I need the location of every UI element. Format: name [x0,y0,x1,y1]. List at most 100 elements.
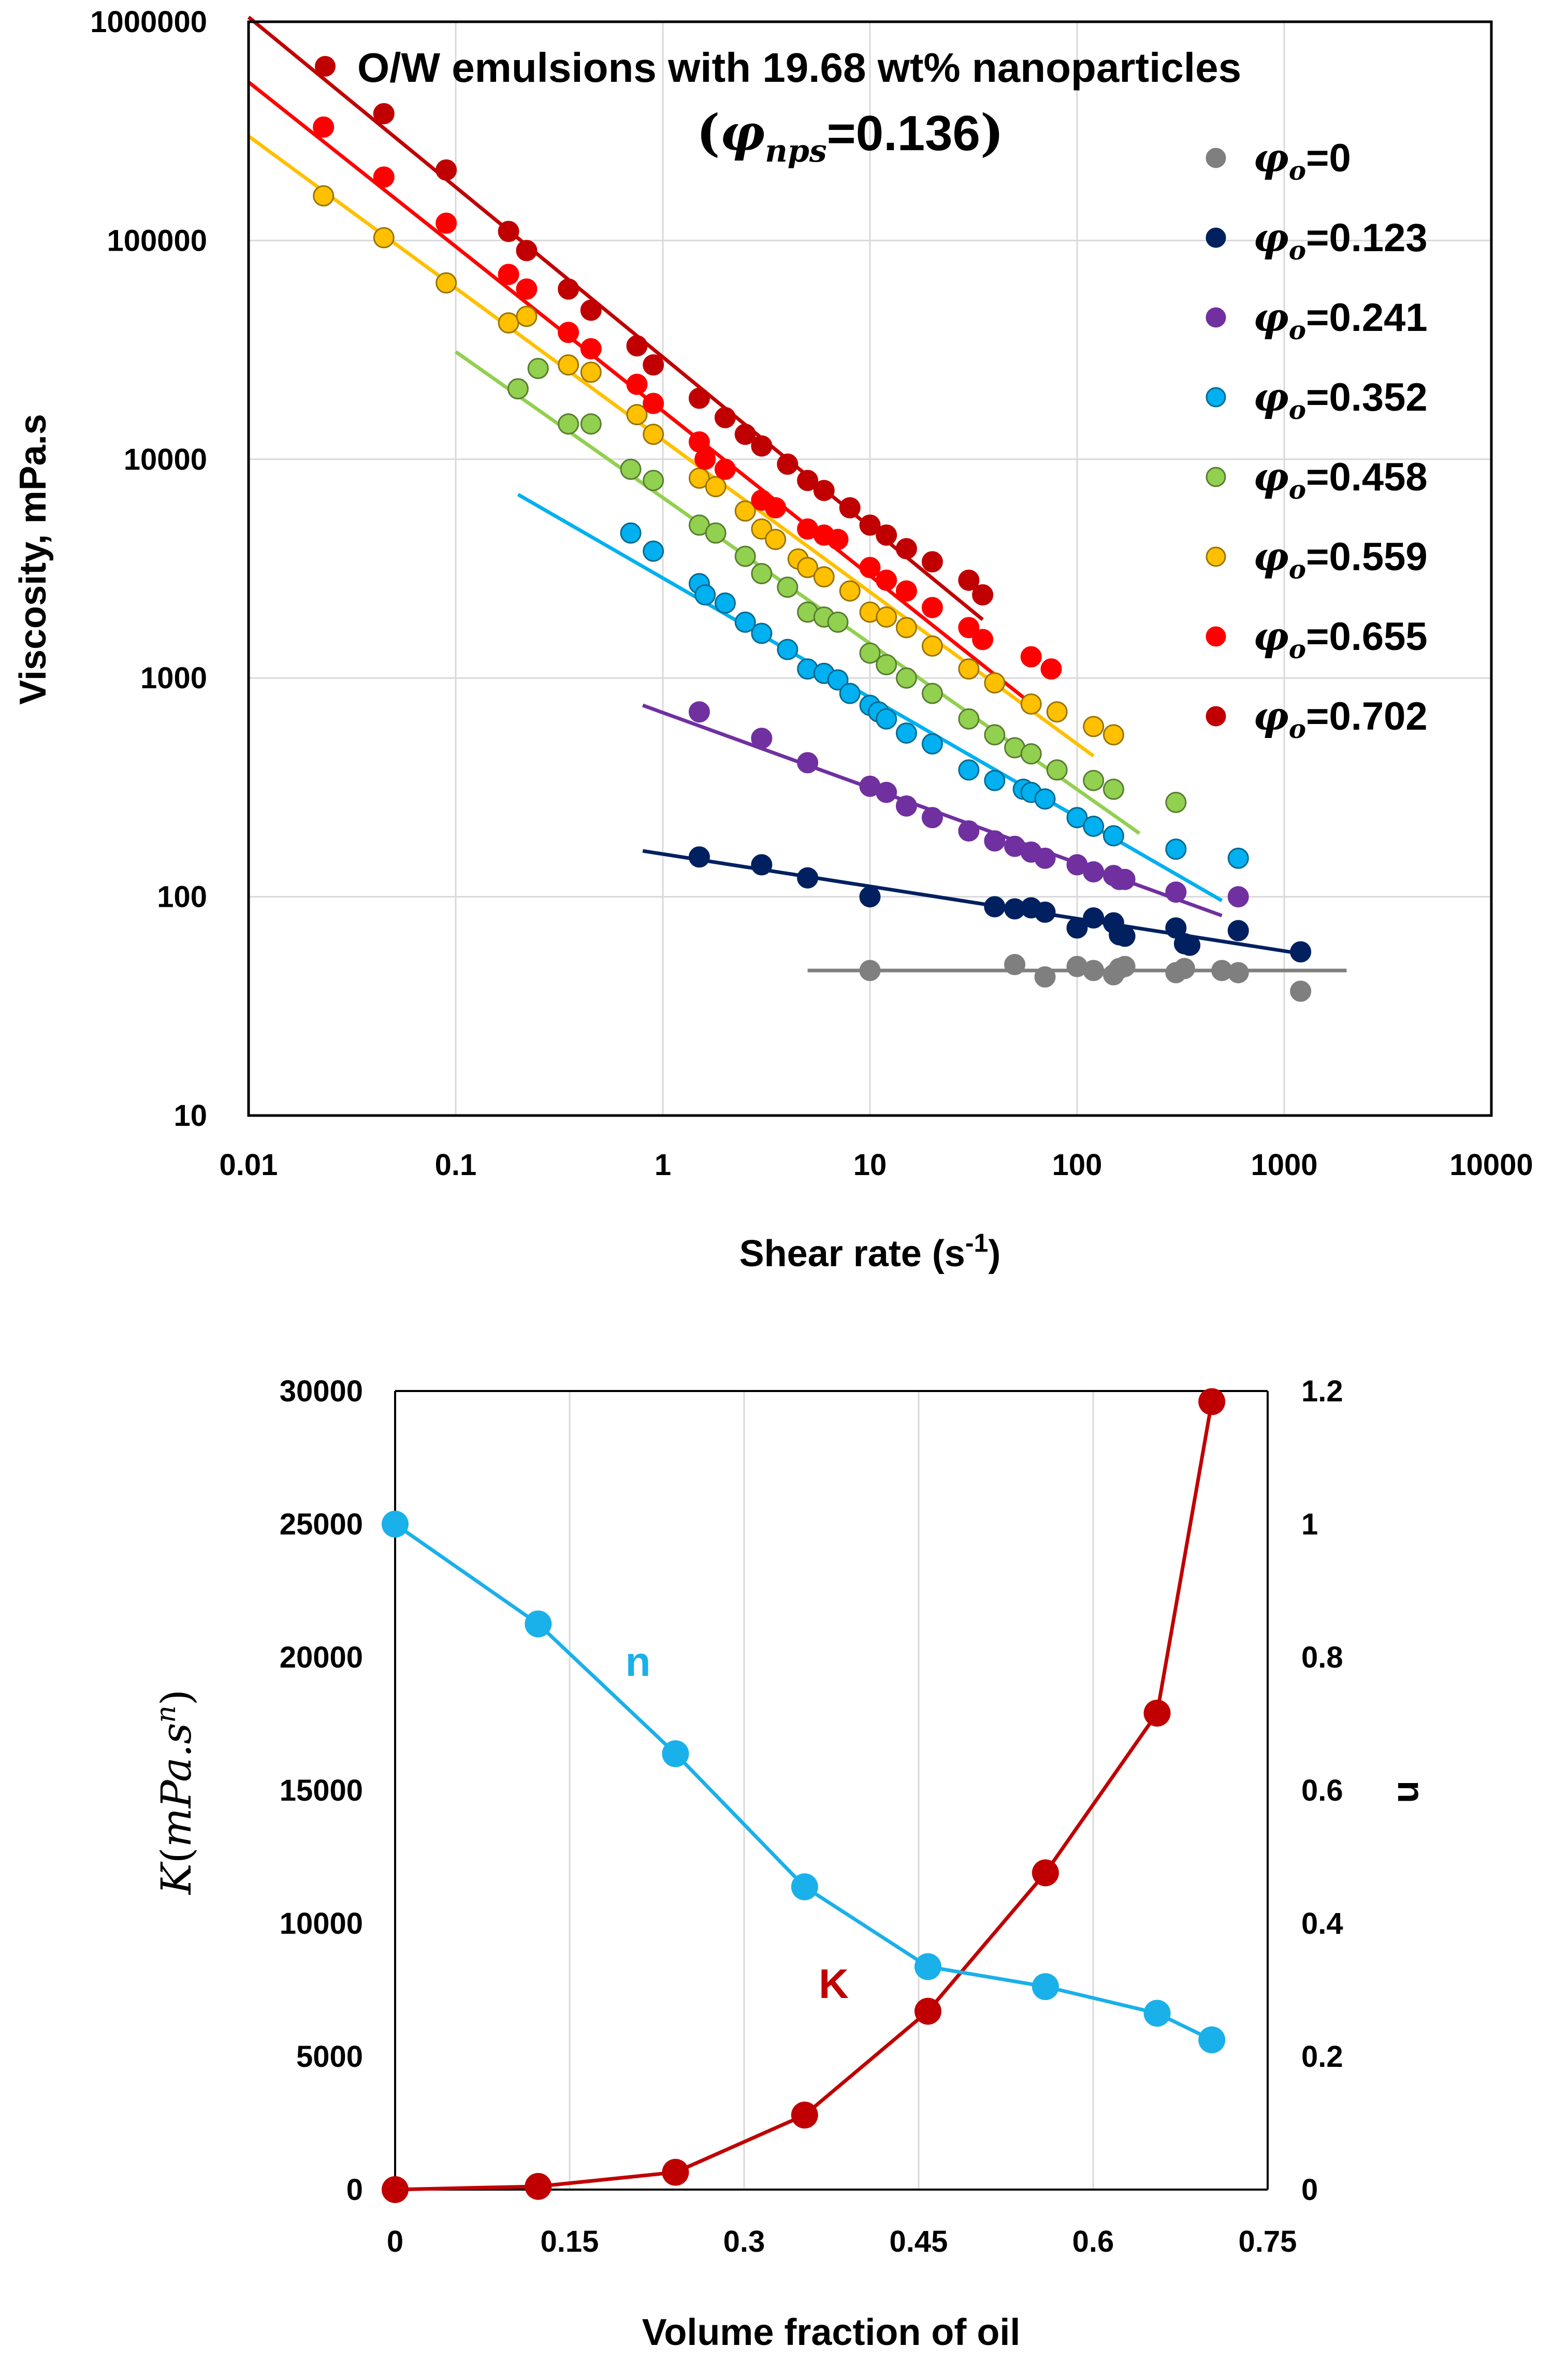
legend-label: φo=0.123 [1253,214,1428,266]
viscosity-x-tick-label: 100 [1052,1148,1102,1182]
data-point-series-4 [1083,770,1105,791]
data-point-series-5 [958,658,980,680]
data-point-series-6 [435,212,457,234]
viscosity-x-tick-label: 0.01 [220,1148,278,1182]
data-point-series-7 [734,424,756,445]
data-point-series-1 [1227,920,1249,941]
legend-label-symbol: φ [1253,533,1289,580]
k-tick-label: 10000 [280,1907,363,1940]
data-point-series-3 [895,722,917,744]
data-point-series-2 [751,728,773,749]
series-point-n [382,1511,409,1538]
data-point-series-5 [705,476,727,498]
legend-marker [1206,307,1226,328]
data-point-series-4 [580,413,602,435]
data-point-series-5 [1046,701,1068,723]
data-point-series-3 [921,733,943,755]
k-n-x-tick-label: 0.75 [1239,2225,1297,2258]
legend-label-symbol: φ [1253,214,1289,260]
data-point-series-4 [859,642,881,664]
legend-label-value: =0.702 [1306,694,1428,738]
data-point-series-6 [972,629,994,650]
data-point-series-3 [1227,847,1249,869]
k-axis-title-close: ) [152,1689,200,1705]
data-point-series-7 [777,453,798,475]
viscosity-y-tick-label: 100000 [107,224,207,257]
data-point-series-6 [895,580,917,602]
data-point-series-5 [797,557,819,578]
data-point-series-6 [714,458,736,480]
data-point-series-2 [1165,881,1187,903]
k-axis-title-sup: n [151,1705,182,1723]
legend-label-value: =0 [1306,136,1351,180]
viscosity-y-tick-label: 10 [173,1099,207,1133]
data-point-series-5 [498,312,519,334]
legend-label-subscript: o [1289,634,1306,664]
data-point-series-7 [714,407,736,428]
k-n-gridlines [569,1391,1094,2190]
k-n-x-tick-label: 0.3 [723,2225,765,2258]
data-point-series-3 [751,622,773,644]
series-point-n [914,1953,941,1980]
data-point-series-6 [694,448,716,470]
data-point-series-7 [580,299,602,321]
data-point-series-7 [958,569,980,591]
n-tick-label: 0.8 [1301,1641,1343,1674]
data-point-series-0 [1114,955,1136,977]
k-n-x-axis-title: Volume fraction of oil [642,2312,1021,2353]
k-n-x-tick-label: 0.15 [541,2225,599,2258]
n-tick-label: 0.4 [1301,1907,1343,1940]
k-tick-label: 15000 [280,1774,363,1807]
k-axis-title-open: ( [152,1847,200,1863]
data-point-series-4 [1165,791,1187,813]
viscosity-y-tick-label: 10000 [124,443,207,476]
legend-marker [1206,706,1226,727]
viscosity-x-tick-label: 1000 [1251,1148,1317,1182]
k-n-x-tick-labels: 0 0.15 0.3 0.45 0.6 0.75 [387,2225,1297,2258]
data-point-series-2 [921,807,943,829]
data-point-series-3 [777,639,798,660]
legend-marker [1206,227,1226,248]
data-point-series-7 [813,480,835,501]
legend-marker [1206,387,1226,408]
data-point-series-3 [1083,815,1105,837]
legend-label-value: =0.352 [1306,375,1428,419]
data-point-series-7 [498,221,519,242]
data-point-series-6 [1020,646,1042,668]
legend-label-symbol: φ [1253,374,1289,420]
legend-label: φo=0.655 [1253,613,1428,664]
data-point-series-1 [1034,901,1056,923]
series-line-n [394,1523,1213,2042]
k-tick-label: 0 [346,2173,363,2207]
data-point-series-6 [827,529,849,551]
data-point-series-2 [688,701,710,723]
k-axis-title-units: mPa.s [152,1723,200,1847]
data-point-series-2 [1227,886,1249,908]
data-point-series-5 [1020,693,1042,715]
k-series-label: K [819,1961,849,2007]
data-point-series-6 [1040,658,1062,680]
legend-label-subscript: o [1289,235,1306,266]
series-point-K [914,1997,941,2025]
data-point-series-7 [373,103,395,124]
n-tick-label: 1 [1301,1508,1318,1541]
data-point-series-5 [313,185,335,207]
data-point-series-5 [734,500,756,522]
data-point-series-4 [921,683,943,704]
viscosity-x-axis-title-sup: -1 [965,1228,988,1257]
data-point-series-4 [876,654,897,676]
data-point-series-4 [827,611,849,633]
n-right-tick-labels: 0 0.2 0.4 0.6 0.8 1 1.2 [1301,1374,1343,2207]
data-point-series-2 [797,752,819,774]
data-point-series-6 [580,338,602,359]
data-point-series-5 [580,361,602,383]
series-point-K [1143,1699,1171,1727]
series-point-n [1143,2000,1171,2027]
data-point-series-7 [688,387,710,409]
data-point-series-7 [558,278,579,300]
legend-label-symbol: φ [1253,693,1289,739]
data-point-series-2 [895,795,917,817]
data-point-series-3 [827,669,849,691]
legend-label-subscript: o [1289,315,1306,345]
